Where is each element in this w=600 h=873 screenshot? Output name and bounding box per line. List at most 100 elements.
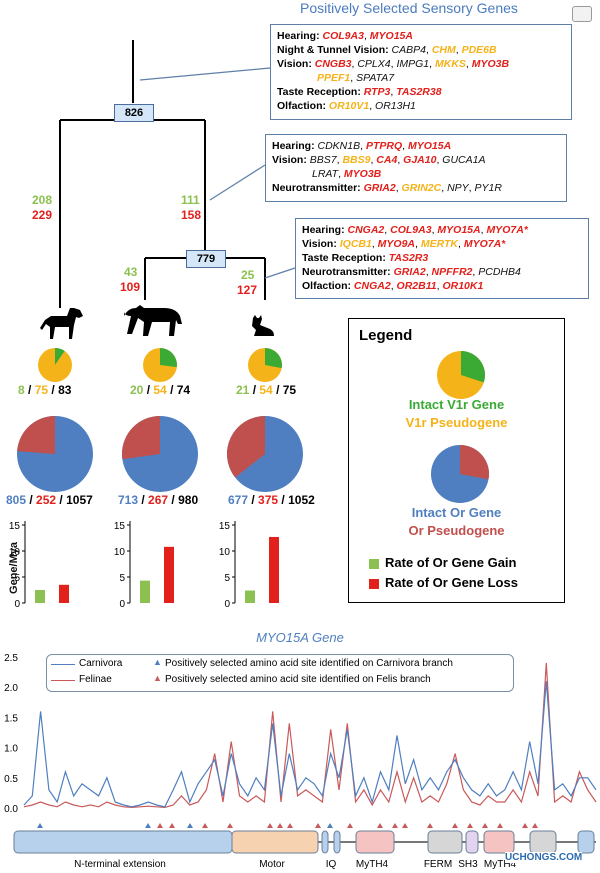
legend-or-pie [431,445,489,503]
myo-tick-label: 0.5 [4,774,18,785]
legend-felis-sites: Positively selected amino acid site iden… [165,674,431,685]
gene-name: IMPG1 [396,58,430,70]
gene-name: GJA10 [403,154,437,166]
legend-loss-swatch [369,579,379,589]
bar-tick-label: 5 [14,573,20,584]
bar-tick-label: 10 [9,547,21,558]
gene-row: PPEF1, SPATA7 [317,72,395,84]
selected-site-marker [145,823,151,828]
carnivora-site-marker-icon: ▲ [153,657,162,667]
cat-silhouette-icon [252,315,274,336]
gene-name: BBS7 [309,154,337,166]
protein-domain [231,830,319,854]
gene-name: CNGA2 [347,224,385,236]
gene-category-label: Vision: [272,154,310,166]
bar-tick-label: 0 [119,599,125,610]
dog-silhouette-icon [40,308,83,339]
myo15a-legend: Carnivora Felinae ▲ Positively selected … [46,654,514,692]
gene-name: GUCA1A [442,154,486,166]
gene-name: LRAT [312,168,339,180]
gene-name: CDKN1B [317,140,361,152]
legend-felinae: Felinae [79,674,112,685]
myo-tick-label: 1.0 [4,744,18,755]
gene-name: CABP4 [391,44,426,56]
legend-v1r-pseudo: V1r Pseudogene [405,415,508,430]
legend-loss-label: Rate of Or Gene Loss [385,575,518,590]
gene-name: PY1R [474,182,502,194]
domain-label: MyTH4 [356,859,389,870]
protein-domain [577,830,595,854]
gene-name: NPFFR2 [431,266,473,278]
carnivora-line-swatch [51,664,75,665]
legend-gain-swatch [369,559,379,569]
gene-category-label: Hearing: [272,140,318,152]
myo-tick-label: 0.0 [4,804,18,815]
gene-row: Hearing: CNGA2, COL9A3, MYO15A, MYO7A* [302,224,528,236]
gene-name: MYO15A [437,224,481,236]
gene-name: PCDHB4 [478,266,521,278]
legend-carnivora-sites: Positively selected amino acid site iden… [165,658,453,669]
domain-label: FERM [424,859,452,870]
gene-category-label: Neurotransmitter: [272,182,364,194]
selected-site-marker [427,823,433,828]
gene-row: Vision: IQCB1, MYO9A, MERTK, MYO7A* [302,238,506,250]
bar-ylabel: Gene/Mya [7,542,20,594]
protein-domain [465,830,479,854]
gene-name: MYO7A* [463,238,506,250]
domain-label: MyTH4 [484,859,517,870]
top-gene-box: Hearing: COL9A3, MYO15A Night & Tunnel Vi… [270,24,572,120]
tiger-branch-loss: 109 [120,280,141,294]
cat-branch-loss: 127 [237,283,258,297]
gene-name: GRIN2C [401,182,442,194]
gene-row: Vision: CNGB3, CPLX4, IMPG1, MKKS, MYO3B [277,58,510,70]
low-gene-box: Hearing: CNGA2, COL9A3, MYO15A, MYO7A* Vi… [295,218,589,299]
tiger-or-counts: 713 / 267 / 980 [118,493,199,507]
gene-name: MYO7A* [486,224,528,236]
gene-name: GRIA2 [363,182,396,194]
mid-gene-box: Hearing: CDKN1B, PTPRQ, MYO15A Vision: BB… [265,134,567,202]
watermark: UCHONGS.COM [505,852,583,863]
gene-name: MYO15A [369,30,413,42]
selected-site-marker [522,823,528,828]
gene-name: MERTK [420,238,458,250]
gene-name: OR2B11 [396,280,437,292]
bar-tick-label: 10 [114,547,126,558]
gene-name: IQCB1 [339,238,372,250]
or-loss-bar [269,536,279,603]
selected-site-marker [452,823,458,828]
or-pseudo-slice [227,416,265,478]
legend-box: Legend Intact V1r Gene V1r Pseudogene In… [348,318,565,603]
gene-category-label: Hearing: [277,30,323,42]
gene-name: OR10K1 [442,280,484,292]
felinae-line-swatch [51,680,75,681]
dog-or-counts: 805 / 252 / 1057 [6,493,93,507]
domain-label: IQ [326,859,337,870]
legend-or-intact: Intact Or Gene [411,505,502,520]
or-gain-bar [35,590,45,603]
protein-domain [333,830,341,854]
gene-name: CPLX4 [357,58,391,70]
gene-row: Olfaction: CNGA2, OR2B11, OR10K1 [302,280,484,292]
dog-v1r-counts: 8 / 75 / 83 [18,383,72,397]
selected-site-marker [392,823,398,828]
gene-name: PPEF1 [317,72,351,84]
selected-site-marker [202,823,208,828]
gene-name: CA4 [376,154,398,166]
selected-site-marker [287,823,293,828]
selected-site-marker [315,823,321,828]
gene-name: MYO3B [471,58,510,70]
gene-category-label: Hearing: [302,224,348,236]
selected-site-marker [157,823,163,828]
gene-name: MYO3B [343,168,382,180]
myo15a-chart: 0.0 0.5 1.0 1.5 2.0 2.5 N-terminal extension Mo… [4,653,597,870]
myo15a-title: MYO15A Gene [256,630,344,645]
protein-domain [483,830,515,854]
bar-tick-label: 5 [119,573,125,584]
gene-name: CHM [431,44,456,56]
legend-carnivora: Carnivora [79,658,123,669]
protein-domain [427,830,463,854]
figure-title: Positively Selected Sensory Genes [300,0,518,16]
selected-site-marker [327,823,333,828]
gene-name: SPATA7 [356,72,395,84]
or-loss-bar [164,546,174,603]
